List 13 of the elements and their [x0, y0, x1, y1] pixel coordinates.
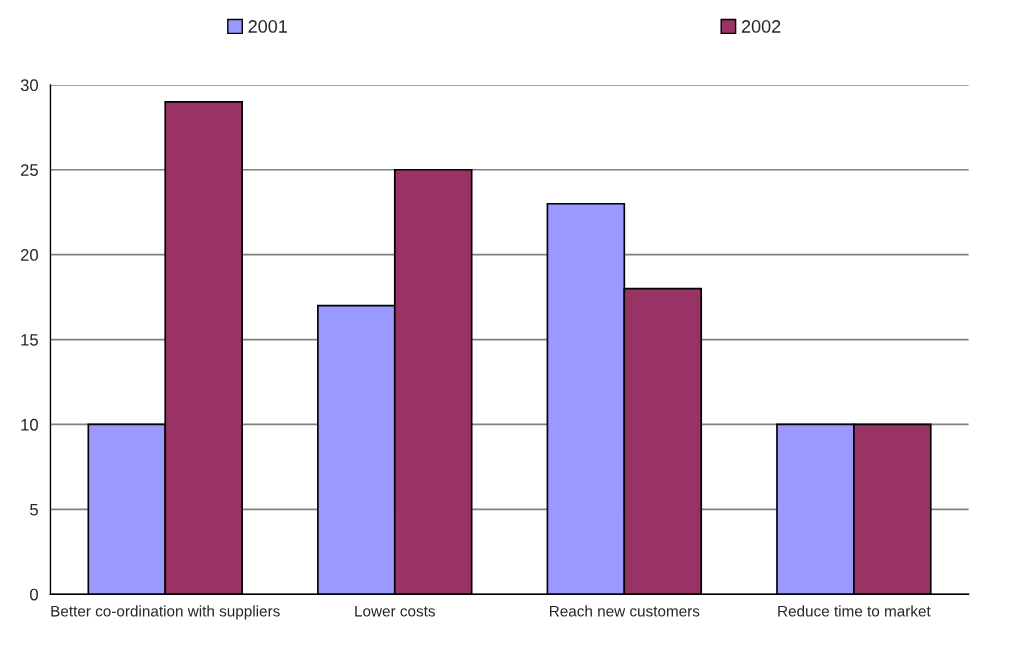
y-tick-label: 25 [20, 164, 38, 176]
y-tick-label: 0 [30, 588, 38, 601]
y-tick-label: 5 [30, 503, 38, 516]
y-tick-label: 30 [20, 79, 38, 92]
x-tick-label: Reduce time to market [778, 605, 931, 617]
y-tick-label: 15 [21, 334, 38, 346]
x-tick-label: Reach new customers [550, 605, 700, 617]
legend-label: 2001 [248, 20, 287, 33]
y-tick-label: 20 [20, 249, 38, 261]
x-tick-label: Lower costs [355, 605, 435, 617]
y-tick-label: 10 [21, 418, 38, 431]
legend-label: 2002 [741, 20, 781, 33]
x-tick-label: Better co-ordination with suppliers [51, 605, 280, 620]
